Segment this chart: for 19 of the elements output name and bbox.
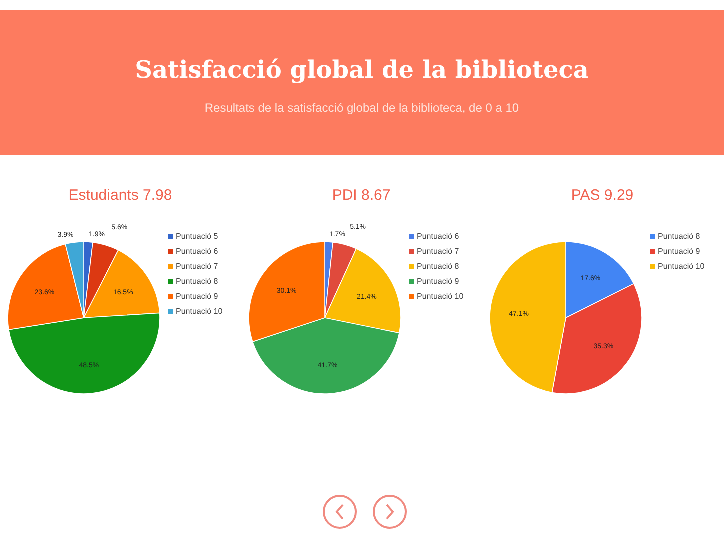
- legend-label: Puntuació 9: [176, 292, 219, 301]
- legend-label: Puntuació 7: [176, 262, 219, 271]
- legend-label: Puntuació 10: [176, 307, 224, 316]
- text: Resultats de la satisfacció global de la biblioteca, de 0 a 10: [204, 101, 520, 115]
- legend-label: Puntuació 6: [176, 247, 219, 256]
- legend-label: Puntuació 9: [658, 247, 701, 256]
- legend-label: Puntuació 5: [176, 232, 219, 241]
- chart-title: PDI 8.67: [332, 187, 391, 204]
- legend-label: Puntuació 6: [417, 232, 460, 241]
- legend-label: Puntuació 8: [417, 262, 460, 271]
- legend-label: Puntuació 8: [658, 232, 701, 241]
- chart-title: PAS 9.29: [571, 187, 634, 204]
- legend-label: Puntuació 9: [417, 277, 460, 286]
- text: Satisfacció global de la biblioteca: [135, 55, 589, 84]
- legend-label: Puntuació 8: [176, 277, 219, 286]
- legend-label: Puntuació 10: [658, 262, 706, 271]
- chart-title: Estudiants 7.98: [68, 187, 172, 204]
- legend-label: Puntuació 10: [417, 292, 464, 301]
- legend-label: Puntuació 7: [417, 247, 460, 256]
